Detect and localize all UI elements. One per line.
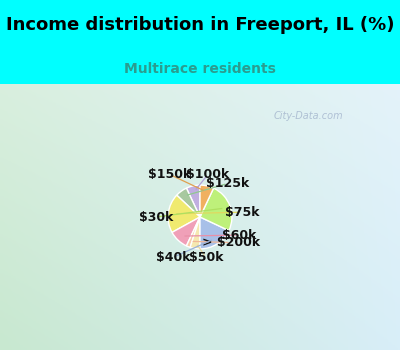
Text: $100k: $100k: [186, 168, 230, 181]
Wedge shape: [200, 217, 229, 249]
Wedge shape: [186, 217, 200, 247]
Wedge shape: [200, 185, 214, 217]
Wedge shape: [200, 188, 232, 231]
Text: $125k: $125k: [206, 177, 249, 190]
Text: $50k: $50k: [189, 251, 223, 264]
Wedge shape: [177, 188, 200, 217]
Text: $30k: $30k: [139, 210, 173, 224]
Wedge shape: [186, 185, 200, 217]
Wedge shape: [190, 217, 200, 249]
Text: $150k: $150k: [148, 168, 191, 181]
Text: Income distribution in Freeport, IL (%): Income distribution in Freeport, IL (%): [6, 16, 394, 34]
Text: $40k: $40k: [156, 251, 190, 264]
Wedge shape: [168, 195, 200, 232]
Text: Multirace residents: Multirace residents: [124, 62, 276, 76]
Text: City-Data.com: City-Data.com: [273, 111, 343, 121]
Wedge shape: [172, 217, 200, 246]
Text: > $200k: > $200k: [202, 236, 260, 249]
Text: $75k: $75k: [225, 206, 259, 219]
Text: $60k: $60k: [222, 229, 256, 241]
